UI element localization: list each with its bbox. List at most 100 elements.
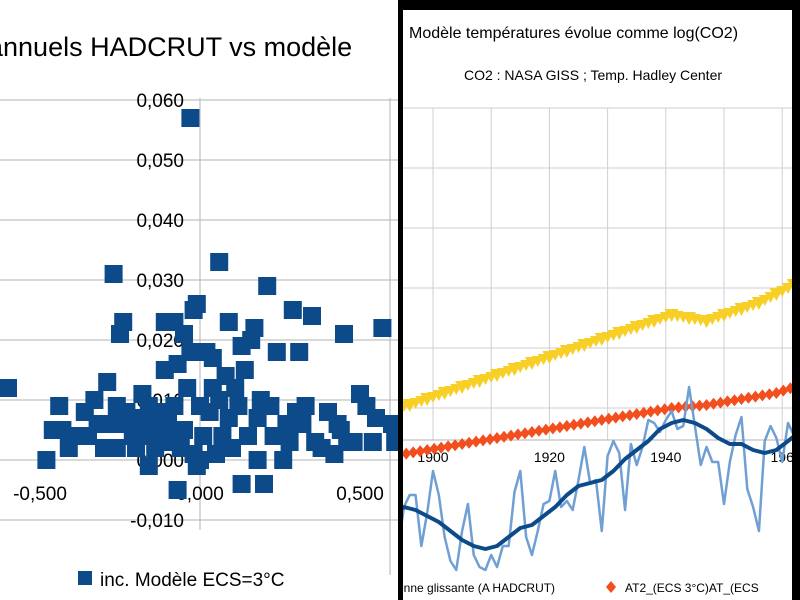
data-point [335,325,353,343]
data-point [232,475,251,493]
series-at2-marker [617,410,628,423]
y-tick-label: -0,010 [130,511,184,532]
series-at2-marker [757,389,768,402]
data-point [296,397,315,415]
series-at2-marker [485,433,496,446]
series-at2-marker [652,404,663,417]
data-point [293,415,312,433]
series-at2-marker [403,447,412,460]
legend-label: inc. Modèle ECS=3°C [100,570,285,591]
series-at2-marker [645,405,656,418]
data-point [283,301,302,319]
data-point [88,415,107,433]
series-at2-marker [582,416,593,429]
data-point [165,397,184,415]
data-point [210,253,229,271]
data-point [194,427,213,445]
series-at2-marker [715,396,726,409]
series-at2-marker [540,423,551,436]
data-point [261,397,280,415]
series-at2-marker [547,422,558,435]
series-at2-marker [450,439,461,452]
y-tick-label: 0,050 [136,151,184,172]
data-point [37,451,56,469]
line-chart-panel: Modèle températures évolue comme log(CO2… [403,10,792,600]
series-at2-marker [666,402,677,414]
data-point [223,439,241,457]
series-at2-marker [638,406,649,419]
scatter-chart-panel: annuels HADCRUT vs modèle 0,060 0,050 0,040… [0,0,398,600]
series-at2-marker [729,394,740,407]
y-tick-label: 0,060 [136,91,184,112]
data-point [178,379,197,397]
series-at2-marker [519,427,530,440]
data-point [383,415,398,433]
data-point [210,391,229,409]
data-point [187,295,206,313]
data-point [53,421,72,439]
data-point [175,421,193,439]
series-at2-marker [436,441,447,454]
data-point [226,379,245,397]
series-at2-marker [722,395,733,408]
series-at2-marker [603,412,614,425]
series-at2-marker [708,397,719,410]
data-point [114,313,133,331]
series-at2-marker [610,411,621,424]
series-at2-marker [533,424,544,437]
data-point [159,415,177,433]
series-at2-marker [512,428,523,441]
series-at2-marker [471,435,482,448]
data-point [373,319,392,337]
series-at-marker [782,283,792,294]
data-point [219,313,238,331]
data-point [367,409,385,427]
data-point [181,109,200,127]
data-point [280,433,299,451]
series-at2-marker [568,418,579,431]
data-point [104,265,123,283]
data-point [175,325,193,343]
data-point [85,391,104,409]
data-point [258,277,277,295]
series-at2-marker [673,401,684,414]
y-tick-label: 0,020 [136,331,184,352]
data-point [290,343,309,361]
chart-subtitle: CO2 : NASA GISS ; Temp. Hadley Center [464,67,722,83]
data-point [267,343,286,361]
series-at2-marker [526,426,537,438]
series-at2-marker [743,391,754,404]
data-point [98,373,117,391]
series-at2-marker [415,445,426,458]
series-at2-marker [575,417,586,430]
x-tick-label: -0,500 [13,484,67,505]
data-point [168,481,187,499]
data-point [191,451,209,469]
series-at2-marker [443,440,454,453]
series-at2-marker [659,403,670,416]
series-at2-marker [429,442,440,455]
series-at2-marker [624,409,635,422]
data-point [363,433,382,451]
chart-title: annuels HADCRUT vs modèle [0,32,352,62]
chart-title: Modèle températures évolue comme log(CO2… [409,25,738,42]
series-at2-marker [750,390,761,403]
series-annual-line [403,385,792,572]
series-at2-marker [492,432,503,444]
scatter-chart: annuels HADCRUT vs modèle 0,060 0,050 0,040… [0,32,398,591]
legend-marker [78,571,92,585]
series-at2-marker [478,434,489,447]
data-point [235,361,254,379]
data-point [229,397,248,415]
series-at2-marker [631,408,642,420]
series-at2-marker [694,399,705,412]
legend-label: AT2_(ECS 3°C)AT_(ECS [625,581,759,595]
data-point [386,433,398,451]
series-at2-marker [589,415,600,428]
data-point [255,475,273,493]
series-at2-marker [408,446,419,459]
series-at2-marker [499,430,510,443]
series-at2-marker [736,393,747,405]
series-at2-marker [701,399,712,411]
data-point [303,307,321,325]
